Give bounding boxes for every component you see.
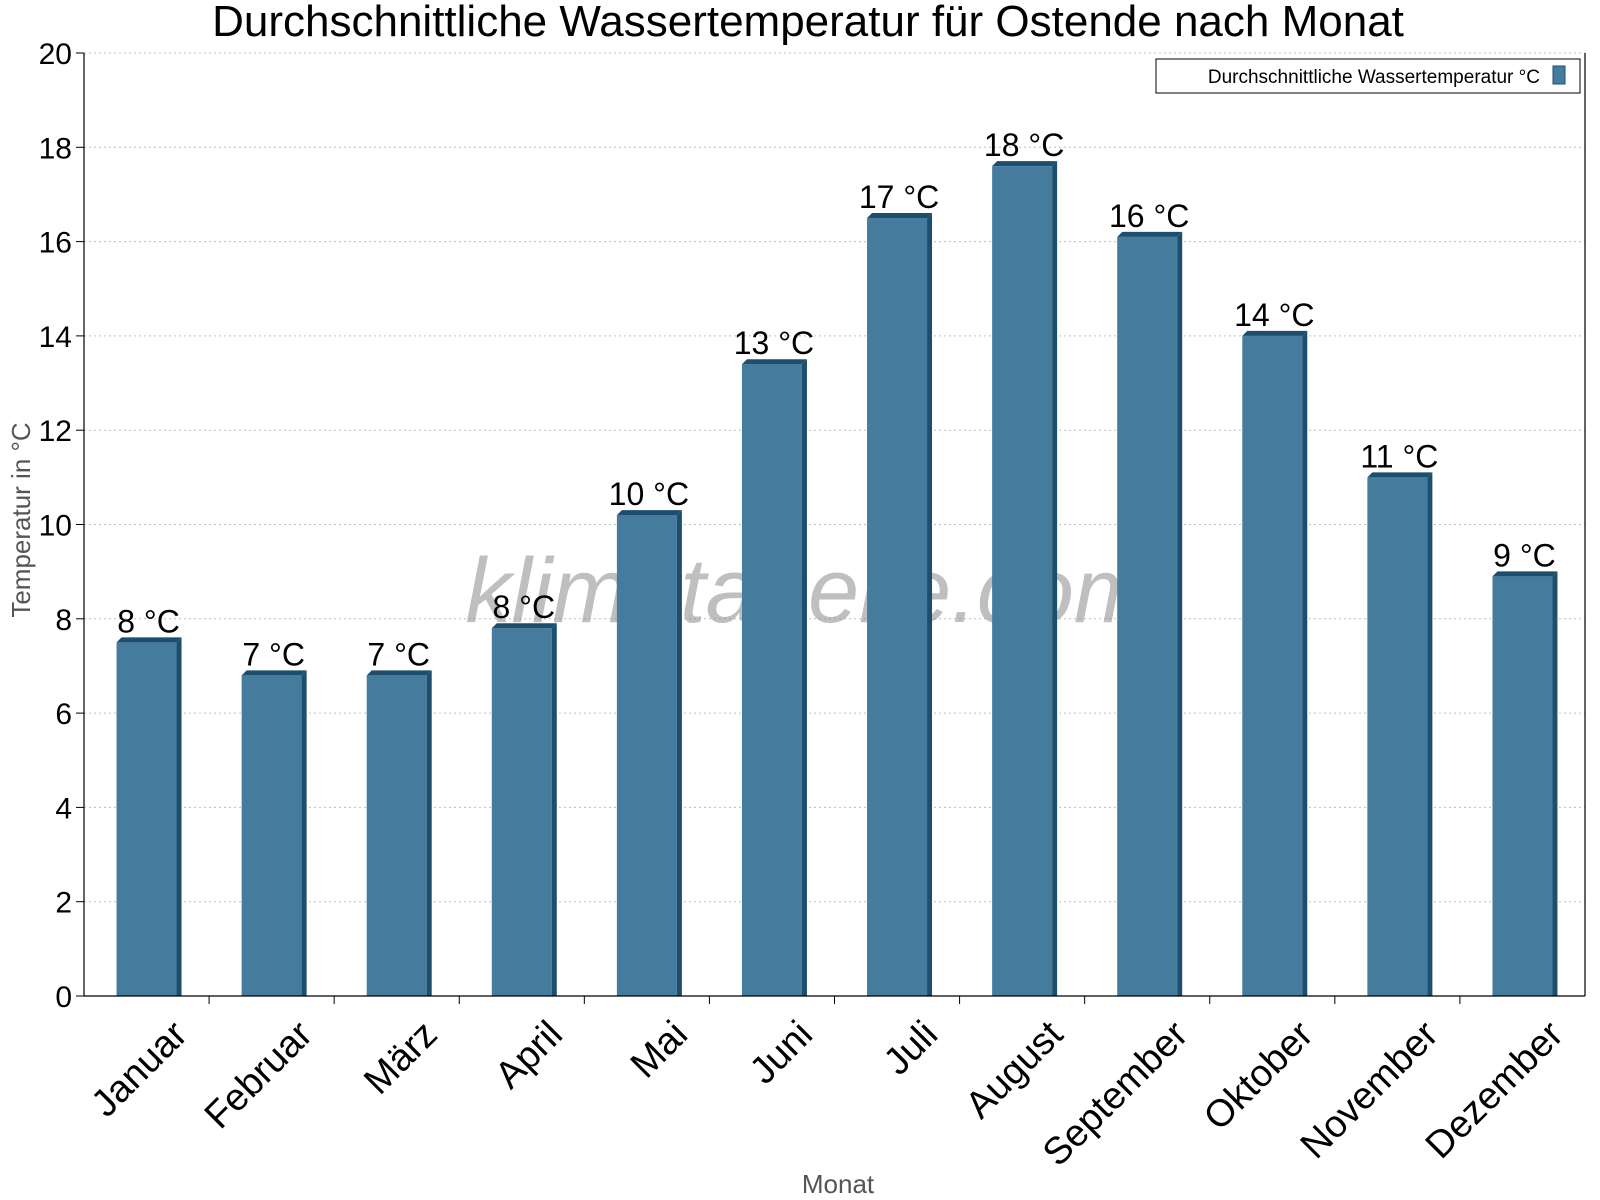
bar: [491, 628, 552, 996]
data-label: 18 °C: [984, 127, 1064, 163]
bar-top: [491, 623, 557, 629]
x-tick-label: März: [356, 1013, 445, 1102]
bar-side: [801, 359, 807, 996]
bar-top: [1367, 472, 1433, 478]
bar-side: [1177, 231, 1183, 996]
legend-swatch: [1552, 65, 1566, 85]
x-axis-title: Monat: [802, 1169, 875, 1199]
bar-side: [551, 623, 557, 996]
bar-top: [366, 670, 432, 676]
data-label: 11 °C: [1360, 438, 1438, 474]
x-tick-label: Mai: [623, 1013, 696, 1086]
y-tick-label: 12: [39, 415, 72, 448]
y-tick-label: 0: [55, 981, 72, 1014]
y-tick-label: 16: [39, 227, 72, 260]
bar: [116, 642, 177, 996]
data-label: 8 °C: [117, 603, 180, 639]
data-label: 8 °C: [492, 589, 555, 625]
bar-side: [176, 637, 182, 996]
data-label: 9 °C: [1493, 537, 1556, 573]
x-tick-label: Juli: [876, 1013, 946, 1083]
legend-label: Durchschnittliche Wassertemperatur °C: [1208, 67, 1540, 88]
bar: [616, 515, 677, 996]
bar-side: [676, 510, 682, 996]
x-tick-label: April: [487, 1013, 570, 1096]
chart-title: Durchschnittliche Wassertemperatur für O…: [212, 0, 1404, 46]
y-tick-label: 6: [55, 698, 72, 731]
bar: [992, 166, 1053, 996]
bar-side: [1302, 330, 1308, 996]
data-label: 14 °C: [1234, 297, 1314, 333]
legend: Durchschnittliche Wassertemperatur °C: [1155, 58, 1581, 94]
bar: [1367, 477, 1428, 997]
y-tick-label: 8: [55, 604, 72, 637]
data-label: 16 °C: [1109, 198, 1189, 234]
bar-side: [927, 213, 933, 996]
x-tick-label: August: [958, 1013, 1072, 1127]
y-tick-label: 14: [39, 321, 72, 354]
x-tick-label: Januar: [84, 1013, 196, 1125]
y-tick-label: 18: [39, 132, 72, 165]
x-tick-label: Dezember: [1418, 1013, 1572, 1167]
bar-side: [426, 670, 432, 996]
x-tick-label: Juni: [742, 1013, 821, 1092]
bar: [867, 218, 928, 996]
bar: [241, 675, 302, 996]
bar-side: [1427, 472, 1433, 997]
y-tick-label: 2: [55, 887, 72, 920]
gridlines: [84, 52, 1585, 903]
y-tick-label: 4: [55, 792, 72, 825]
x-tick-label: Februar: [197, 1013, 321, 1137]
bar: [741, 364, 802, 996]
bar-side: [301, 670, 307, 996]
bar-top: [867, 213, 933, 219]
bar-top: [741, 359, 807, 365]
bar: [1117, 236, 1178, 996]
bars: 8 °C 7 °C 7 °C 8 °C 10 °C 13 °C 17 °C 18 °C 16 °…: [116, 127, 1558, 997]
data-label: 10 °C: [609, 476, 689, 512]
bar-side: [1052, 161, 1058, 996]
y-tick-label: 20: [39, 38, 72, 71]
bar-top: [1117, 231, 1183, 237]
bar-top: [616, 510, 682, 516]
x-tick-label: Oktober: [1196, 1013, 1322, 1139]
legend-box: [1155, 58, 1581, 94]
bar-top: [116, 637, 182, 643]
data-label: 17 °C: [859, 179, 939, 215]
bar-top: [992, 161, 1058, 167]
bar-top: [1242, 330, 1308, 336]
bar: [366, 675, 427, 996]
bar: [1492, 576, 1553, 996]
data-label: 7 °C: [367, 636, 430, 672]
bar-side: [1552, 571, 1558, 996]
bar-top: [1492, 571, 1558, 577]
bar: [1242, 335, 1303, 996]
y-tick-label: 10: [39, 510, 72, 543]
data-label: 13 °C: [734, 325, 814, 361]
bar-top: [241, 670, 307, 676]
data-label: 7 °C: [242, 636, 305, 672]
y-axis-title: Temperatur in °C: [6, 422, 36, 617]
